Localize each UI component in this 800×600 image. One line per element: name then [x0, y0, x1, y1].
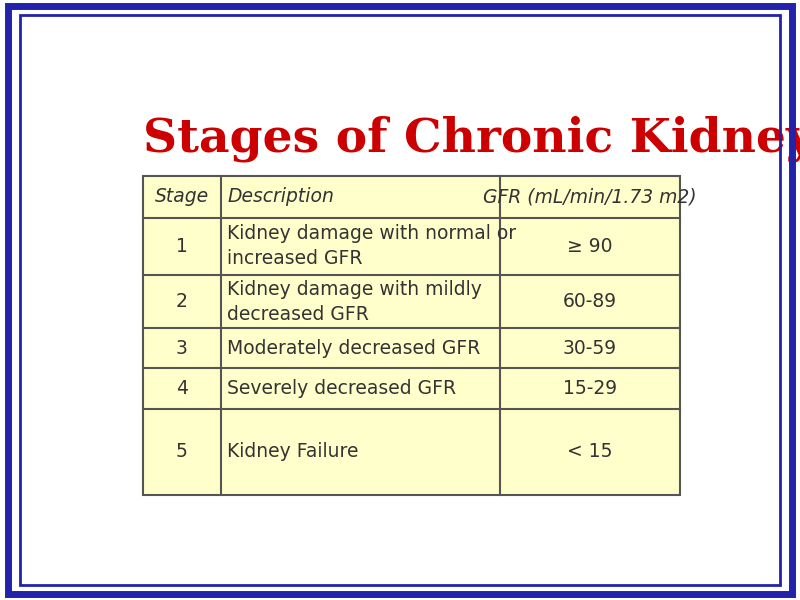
Text: Stages of Chronic Kidney Disease: Stages of Chronic Kidney Disease — [143, 116, 800, 162]
Text: Kidney damage with mildly
decreased GFR: Kidney damage with mildly decreased GFR — [227, 280, 482, 324]
Text: 5: 5 — [176, 442, 188, 461]
Text: Severely decreased GFR: Severely decreased GFR — [227, 379, 456, 398]
Text: Stage: Stage — [154, 187, 209, 206]
Text: 30-59: 30-59 — [562, 338, 617, 358]
Text: 4: 4 — [176, 379, 188, 398]
Text: ≥ 90: ≥ 90 — [567, 237, 613, 256]
Text: 60-89: 60-89 — [562, 292, 617, 311]
Text: 2: 2 — [176, 292, 188, 311]
Text: Kidney damage with normal or
increased GFR: Kidney damage with normal or increased G… — [227, 224, 516, 268]
Text: Kidney Failure: Kidney Failure — [227, 442, 358, 461]
Text: GFR (mL/min/1.73 m2): GFR (mL/min/1.73 m2) — [483, 187, 697, 206]
Text: Description: Description — [227, 187, 334, 206]
Text: 1: 1 — [176, 237, 188, 256]
Text: 3: 3 — [176, 338, 188, 358]
Text: 15-29: 15-29 — [562, 379, 617, 398]
Text: < 15: < 15 — [567, 442, 613, 461]
Text: Moderately decreased GFR: Moderately decreased GFR — [227, 338, 481, 358]
Bar — [143, 176, 680, 495]
